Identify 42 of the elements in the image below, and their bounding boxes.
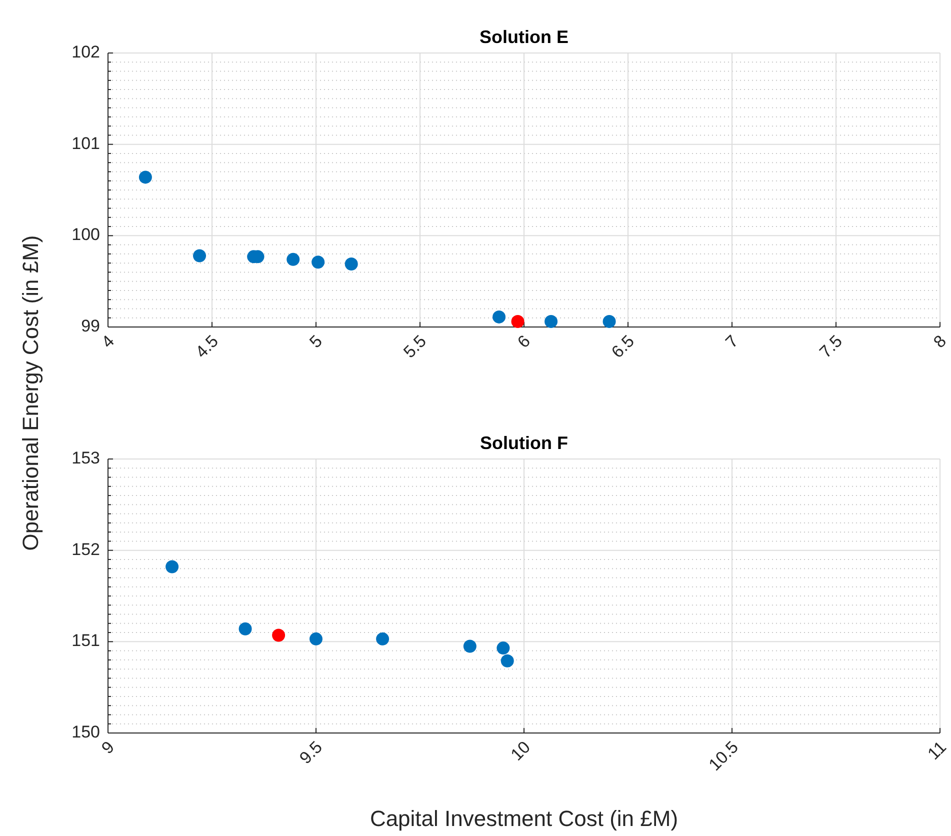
x-tick-label: 7.5 [816,332,846,362]
x-tick-label: 5.5 [400,332,430,362]
point [310,632,322,646]
point [286,252,300,266]
y-tick-label: 152 [72,540,100,559]
point [602,315,616,328]
y-tick-label: 150 [72,722,100,742]
chart-title: Solution E [480,27,568,47]
point [544,315,558,328]
point [376,632,390,646]
x-tick-label: 4 [98,332,118,352]
x-tick-label: 10 [507,738,534,764]
x-tick-label: 11 [924,738,950,764]
y-tick-label: 99 [81,316,100,336]
x-tick-label: 8 [930,332,950,352]
x-tick-label: 4.5 [192,332,222,362]
point [272,628,286,642]
point [166,560,179,574]
point [312,256,325,269]
x-tick-label: 9.5 [296,738,326,768]
point [344,257,358,270]
y-tick-label: 101 [72,134,100,153]
x-tick-label: 9 [98,738,118,758]
x-tick-label: 6.5 [608,332,638,362]
y-tick-label: 151 [72,631,100,650]
y-tick-label: 100 [72,225,100,244]
y-axis-title: Operational Energy Cost (in £M) [18,235,43,551]
y-tick-label: 153 [72,448,100,468]
y-tick-label: 102 [72,42,100,62]
point [500,654,514,668]
point [193,249,206,262]
x-axis-title: Capital Investment Cost (in £M) [370,806,678,831]
point [496,642,510,655]
x-tick-label: 7 [722,332,742,352]
point [463,640,476,653]
x-tick-label: 6 [514,332,534,352]
x-tick-label: 5 [306,332,326,352]
point [511,315,524,328]
point [138,170,152,184]
point [238,622,252,636]
chart-title: Solution F [480,433,568,453]
point [492,310,506,324]
